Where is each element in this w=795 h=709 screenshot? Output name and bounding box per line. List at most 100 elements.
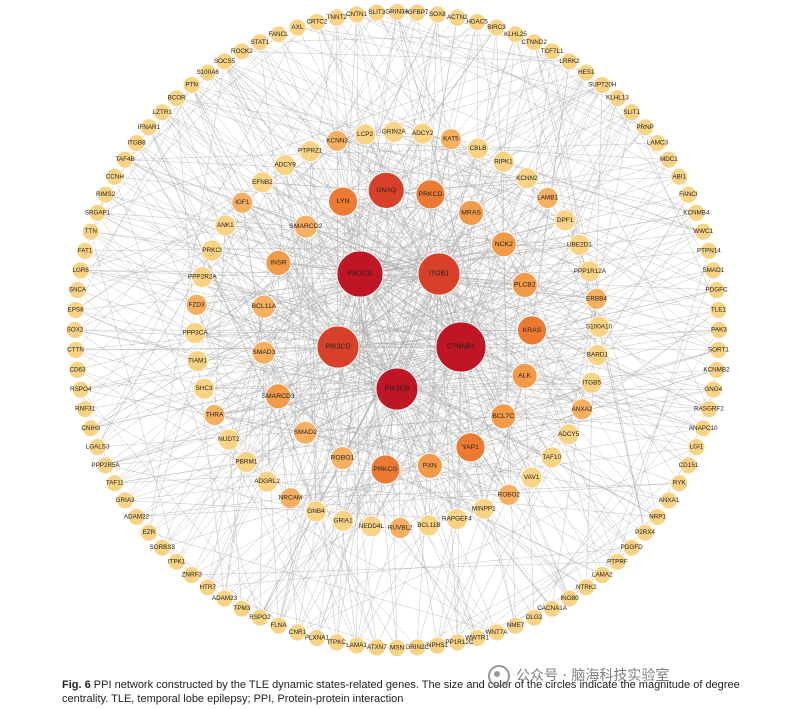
network-edge (204, 298, 597, 389)
network-edge (460, 98, 618, 348)
network-edge (309, 151, 317, 512)
network-edge (597, 194, 689, 356)
node-label: GNB4 (307, 508, 325, 515)
network-edge (470, 447, 516, 626)
node-circle (336, 250, 384, 298)
node-circle (367, 171, 405, 209)
network-edge (359, 273, 504, 417)
node-circle (694, 419, 713, 438)
node-label: CNIH3 (81, 425, 100, 432)
network-edge (531, 330, 603, 576)
gene-node-pxn: PXN (416, 452, 443, 479)
node-circle (182, 566, 201, 584)
node-circle (307, 629, 326, 647)
node-circle (467, 137, 489, 160)
network-edge (336, 14, 438, 643)
gene-node-slit3: SLIT3 (367, 3, 386, 22)
network-edge (460, 176, 680, 348)
gene-node-cblb: CBLB (467, 137, 489, 160)
node-label: SNCA (69, 287, 87, 294)
node-label: KLHL13 (606, 95, 629, 102)
node-circle (388, 3, 406, 21)
node-circle (269, 616, 288, 635)
gene-node-kcnn2: KCNN2 (516, 167, 538, 190)
network-edge (214, 273, 361, 416)
network-edge (197, 361, 225, 599)
network-edge (316, 131, 395, 639)
network-edge (337, 140, 669, 160)
gene-node-prkcd: PRKCD (415, 179, 446, 210)
node-circle (215, 589, 234, 608)
gene-node-ctnnd2: CTNND2 (521, 33, 547, 52)
node-label: SORT1 (708, 347, 729, 354)
node-label: KCNN2 (516, 175, 538, 182)
network-edge (202, 277, 343, 459)
network-edge (207, 547, 632, 588)
gene-node-rims2: RIMS2 (96, 185, 116, 204)
gene-node-pdgfc: PDGFC (705, 281, 728, 300)
gene-node-lamc3: LAMC3 (647, 134, 668, 153)
network-edge (602, 270, 714, 576)
network-edge (176, 273, 361, 562)
network-edge (214, 414, 306, 433)
network-edge (476, 21, 479, 149)
node-label: EZR (143, 529, 156, 536)
gene-node-vav1: VAV1 (520, 466, 543, 489)
gene-node-pik3ca: PIK3CA (336, 250, 384, 298)
network-edge (376, 525, 430, 648)
network-edge (342, 375, 525, 459)
gene-node-ntrk2: NTRK2 (576, 578, 597, 597)
node-label: VAV1 (524, 474, 540, 481)
node-circle (707, 360, 726, 379)
node-circle (293, 420, 318, 445)
node-circle (571, 398, 593, 421)
node-circle (660, 150, 678, 169)
node-circle (375, 367, 419, 411)
node-circle (96, 185, 115, 204)
node-circle (428, 5, 447, 24)
node-label: S100A10 (586, 323, 613, 330)
node-label: KCNN3 (326, 137, 348, 144)
node-label: HTR7 (199, 584, 216, 591)
node-label: MRAS (461, 210, 481, 217)
network-edge (80, 270, 533, 331)
node-label: PTN (185, 82, 198, 89)
gene-node-smarcd3: SMARCD3 (261, 383, 295, 410)
node-circle (288, 18, 307, 37)
node-circle (679, 185, 698, 204)
network-edge (263, 352, 478, 639)
gene-node-ptprf: PTPRF (607, 552, 628, 571)
network-edge (97, 212, 268, 482)
node-circle (579, 260, 601, 283)
network-edge (224, 352, 265, 599)
node-label: PDGFC (705, 287, 727, 294)
network-edge (75, 298, 597, 351)
node-circle (388, 639, 406, 657)
node-label: SHC3 (196, 385, 213, 392)
network-edge (290, 226, 307, 499)
network-edge (259, 42, 717, 291)
network-edge (191, 84, 279, 264)
network-edge (259, 42, 440, 275)
network-edge (385, 190, 398, 649)
gene-node-tcf7l1: TCF7L1 (541, 42, 564, 61)
gene-node-ppp3ca: PPP3CA (182, 322, 208, 345)
node-label: TAF10 (542, 454, 561, 461)
node-label: YAP1 (462, 444, 479, 451)
gene-node-ube2d1: UBE2D1 (567, 233, 592, 256)
gene-node-plcb2: PLCB2 (511, 271, 538, 298)
node-label: RNF31 (75, 406, 95, 413)
network-edge (80, 270, 618, 562)
node-circle (327, 8, 346, 27)
network-edge (114, 176, 261, 618)
node-label: ROBO1 (331, 455, 355, 462)
node-circle (299, 140, 322, 163)
network-edge (194, 273, 440, 334)
node-label: LGALS3 (86, 444, 110, 451)
network-edge (277, 396, 298, 633)
gene-node-kcnn3: KCNN3 (326, 129, 348, 152)
network-edge (191, 84, 697, 214)
node-circle (347, 5, 366, 24)
network-edge (194, 14, 357, 334)
